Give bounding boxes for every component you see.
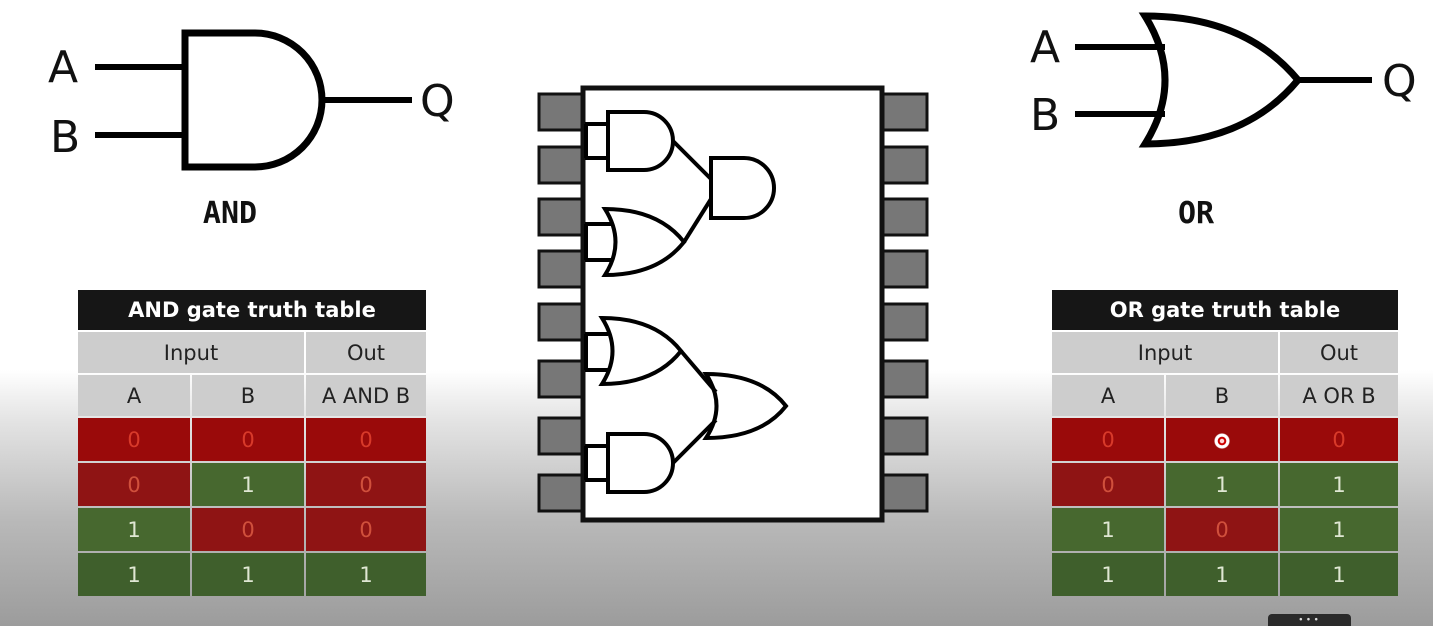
chip-pin [537, 473, 585, 513]
table-cell-with-cursor [1166, 418, 1278, 461]
or-gate-title: OR [1177, 196, 1215, 231]
or-input-b-label: B [1030, 90, 1061, 141]
and-table-out-header: Out [306, 332, 427, 373]
chip-pin [881, 249, 929, 289]
and-table-col-a: A [78, 375, 190, 416]
table-cell: 1 [1280, 463, 1398, 506]
chip-or-gate-3 [702, 371, 789, 441]
chip-pin [881, 359, 929, 399]
or-table-col-b: B [1166, 375, 1278, 416]
table-cell: 0 [192, 418, 304, 461]
chip-and-gate-3 [606, 432, 675, 494]
chip-pin [881, 473, 929, 513]
or-table-col-a: A [1052, 375, 1164, 416]
table-cell: 0 [306, 508, 427, 551]
and-table-input-header: Input [78, 332, 304, 373]
table-cell: 1 [78, 553, 190, 596]
chip-pin [881, 197, 929, 237]
video-control-tab[interactable]: ∙∙∙ [1268, 614, 1351, 626]
table-row: 0 0 [1052, 418, 1398, 461]
chip-pin [881, 145, 929, 185]
chip-pin [881, 92, 929, 132]
table-cell: 0 [306, 418, 427, 461]
and-table-title: AND gate truth table [78, 290, 427, 330]
or-input-a-label: A [1030, 22, 1061, 73]
table-row: 0 1 0 [78, 463, 427, 506]
table-row: 0 1 1 [1052, 463, 1398, 506]
chip-pin [537, 249, 585, 289]
and-input-b-label: B [50, 112, 81, 163]
or-gate-symbol [1075, 12, 1372, 148]
chip-pin [537, 416, 585, 456]
table-cell: 0 [1052, 463, 1164, 506]
or-truth-table: OR gate truth table Input Out A B A OR B… [1050, 288, 1400, 598]
chip-pin [537, 92, 585, 132]
and-output-label: Q [420, 76, 455, 127]
table-cell: 1 [192, 463, 304, 506]
table-cell: 1 [1166, 553, 1278, 596]
table-cell: 0 [78, 463, 190, 506]
table-cell: 0 [78, 418, 190, 461]
table-cell: 0 [1052, 418, 1164, 461]
and-gate-title: AND [202, 196, 258, 231]
table-row: 0 0 0 [78, 418, 427, 461]
chip-or-gate-1 [601, 206, 687, 278]
table-cell: 1 [1052, 553, 1164, 596]
table-cell: 1 [1280, 553, 1398, 596]
table-row: 1 0 0 [78, 508, 427, 551]
chip-or-gate-2 [598, 315, 684, 387]
ic-chip-diagram [537, 85, 929, 523]
table-cell: 0 [306, 463, 427, 506]
chip-pin [537, 302, 585, 342]
or-table-input-header: Input [1052, 332, 1278, 373]
chip-body [580, 85, 885, 523]
chip-pin [881, 302, 929, 342]
chip-right-pins [881, 92, 929, 513]
table-row: 1 1 1 [1052, 553, 1398, 596]
cursor-highlight-icon [1214, 432, 1230, 449]
and-gate-symbol [95, 29, 412, 171]
or-table-col-out: A OR B [1280, 375, 1398, 416]
chip-and-gate-2 [709, 156, 776, 220]
table-cell: 1 [1166, 463, 1278, 506]
chip-pin [537, 359, 585, 399]
table-cell: 1 [78, 508, 190, 551]
chip-pin [537, 197, 585, 237]
chip-pin [537, 145, 585, 185]
or-table-title: OR gate truth table [1052, 290, 1398, 330]
and-table-col-out: A AND B [306, 375, 427, 416]
table-cell: 1 [1052, 508, 1164, 551]
table-cell: 0 [192, 508, 304, 551]
table-cell: 0 [1166, 508, 1278, 551]
table-row: 1 0 1 [1052, 508, 1398, 551]
and-table-col-b: B [192, 375, 304, 416]
and-truth-table: AND gate truth table Input Out A B A AND… [76, 288, 428, 598]
table-cell: 1 [306, 553, 427, 596]
and-input-a-label: A [48, 42, 79, 93]
table-cell: 1 [1280, 508, 1398, 551]
or-table-out-header: Out [1280, 332, 1398, 373]
table-row: 1 1 1 [78, 553, 427, 596]
chip-pin [881, 416, 929, 456]
chip-left-pins [537, 92, 585, 513]
table-cell: 0 [1280, 418, 1398, 461]
table-cell: 1 [192, 553, 304, 596]
or-output-label: Q [1382, 56, 1417, 107]
